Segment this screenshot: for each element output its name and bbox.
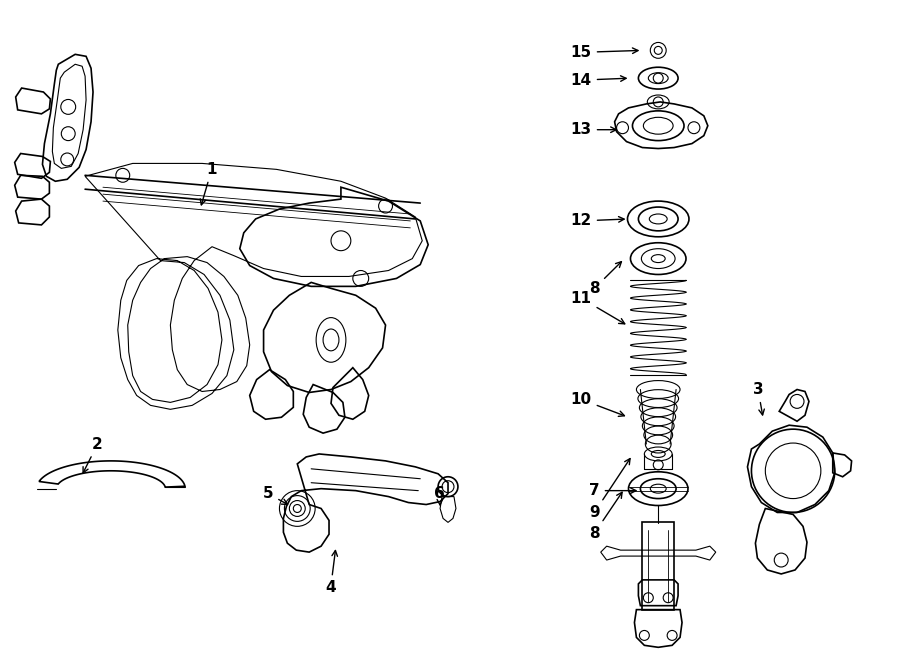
Text: 6: 6 <box>435 486 445 505</box>
Text: 9: 9 <box>590 459 630 520</box>
Text: 1: 1 <box>200 162 217 205</box>
Text: 10: 10 <box>571 392 625 416</box>
Text: 4: 4 <box>325 551 338 596</box>
Text: 7: 7 <box>590 483 636 498</box>
Text: 15: 15 <box>571 45 638 60</box>
Text: 11: 11 <box>571 291 625 324</box>
Text: 2: 2 <box>83 436 103 473</box>
Text: 5: 5 <box>263 486 288 504</box>
Text: 13: 13 <box>571 122 617 137</box>
Text: 3: 3 <box>752 382 764 415</box>
Text: 8: 8 <box>590 262 621 296</box>
Text: 14: 14 <box>571 73 626 88</box>
Text: 12: 12 <box>571 214 625 229</box>
Text: 8: 8 <box>590 492 622 541</box>
